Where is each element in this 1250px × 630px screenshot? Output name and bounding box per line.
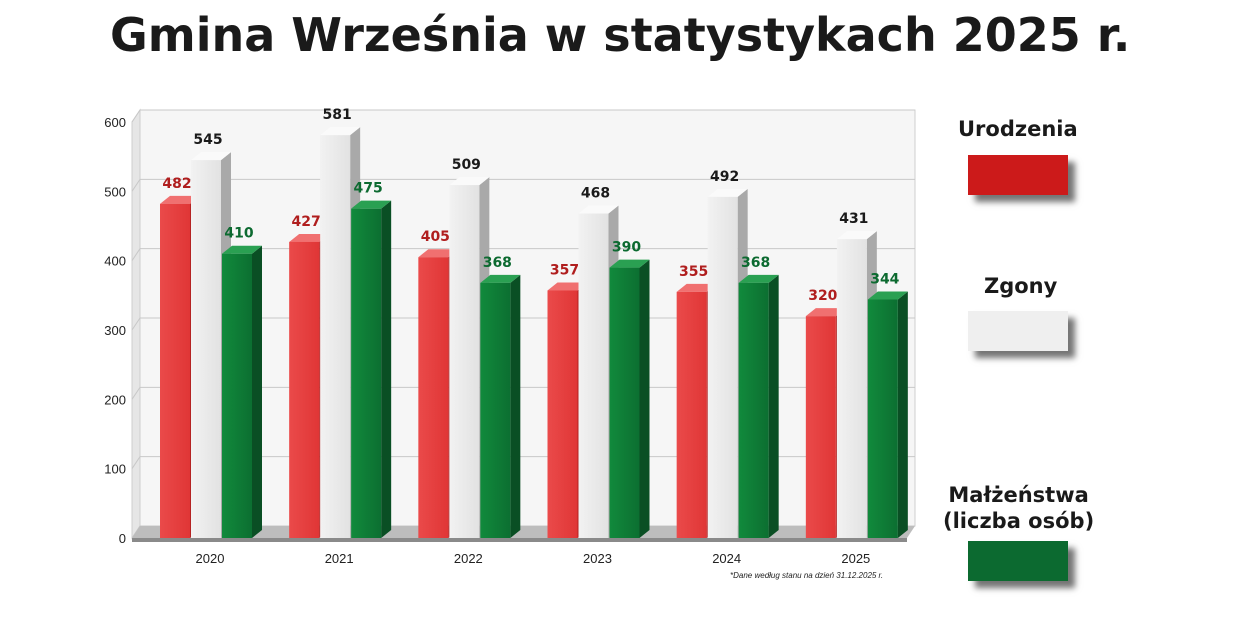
value-label-urodzenia: 427 bbox=[292, 214, 321, 230]
bar-malzenstwa bbox=[609, 267, 640, 538]
bar-side-malzenstwa bbox=[639, 259, 650, 538]
value-label-malzenstwa: 390 bbox=[612, 240, 641, 256]
x-tick-label: 2021 bbox=[325, 551, 354, 566]
y-tick-label: 0 bbox=[119, 531, 126, 546]
value-label-zgony: 581 bbox=[323, 107, 352, 123]
bar-top-urodzenia bbox=[547, 282, 588, 291]
legend-swatch-zgony bbox=[968, 311, 1068, 351]
legend-label-zgony: Zgony bbox=[984, 274, 1058, 298]
bar-top-zgony bbox=[449, 177, 490, 186]
bar-top-zgony bbox=[836, 231, 877, 240]
bar-zgony bbox=[578, 213, 609, 538]
bar-urodzenia bbox=[160, 203, 190, 538]
bar-malzenstwa bbox=[867, 299, 898, 538]
legend-swatch-malzenstwa bbox=[968, 541, 1068, 581]
y-tick-label: 300 bbox=[104, 323, 126, 338]
x-tick-label: 2024 bbox=[712, 551, 741, 566]
gridline bbox=[131, 178, 915, 192]
gridline bbox=[131, 109, 915, 123]
value-label-zgony: 431 bbox=[839, 211, 868, 227]
bar-top-zgony bbox=[578, 205, 619, 214]
bar-top-malzenstwa bbox=[867, 291, 908, 300]
bar-top-malzenstwa bbox=[222, 245, 262, 254]
plot-floor-edge bbox=[132, 538, 907, 542]
value-label-malzenstwa: 368 bbox=[741, 255, 770, 271]
bar-urodzenia bbox=[547, 290, 578, 538]
bar-top-zgony bbox=[191, 152, 231, 161]
gridline bbox=[131, 456, 915, 469]
bar-zgony bbox=[449, 185, 480, 539]
bar-top-zgony bbox=[707, 188, 748, 197]
bar-side-malzenstwa bbox=[768, 274, 779, 538]
value-label-urodzenia: 405 bbox=[421, 229, 450, 245]
bar-side-malzenstwa bbox=[897, 291, 908, 538]
gridline bbox=[131, 317, 915, 331]
bar-chart: 0 100 200 300 400 500 600 482 545 410 2020 427 581 47… bbox=[104, 107, 916, 566]
value-label-urodzenia: 357 bbox=[550, 262, 579, 278]
bar-top-urodzenia bbox=[160, 195, 200, 204]
bar-urodzenia bbox=[805, 316, 836, 538]
chart-title: Gmina Września w statystykach 2025 r. bbox=[110, 8, 1131, 62]
value-label-zgony: 492 bbox=[710, 169, 739, 185]
bar-top-urodzenia bbox=[676, 283, 717, 292]
y-tick-label: 400 bbox=[104, 254, 126, 269]
bar-top-malzenstwa bbox=[480, 274, 521, 283]
value-label-zgony: 545 bbox=[193, 132, 222, 148]
value-label-zgony: 509 bbox=[452, 157, 481, 173]
bar-top-urodzenia bbox=[805, 308, 846, 317]
bar-zgony bbox=[320, 135, 351, 538]
value-label-malzenstwa: 344 bbox=[870, 271, 899, 287]
x-tick-label: 2022 bbox=[454, 551, 483, 566]
bar-side-malzenstwa bbox=[252, 245, 262, 538]
x-tick-label: 2025 bbox=[841, 551, 870, 566]
bar-urodzenia bbox=[418, 257, 449, 538]
bar-side-malzenstwa bbox=[381, 200, 392, 538]
bar-top-urodzenia bbox=[418, 249, 459, 258]
x-tick-label: 2020 bbox=[196, 551, 225, 566]
bar-top-malzenstwa bbox=[738, 274, 779, 283]
value-label-zgony: 468 bbox=[581, 186, 610, 202]
gridline bbox=[131, 386, 915, 400]
value-label-urodzenia: 482 bbox=[162, 176, 191, 192]
value-label-urodzenia: 355 bbox=[679, 264, 708, 280]
bar-zgony bbox=[836, 239, 867, 538]
y-tick-label: 500 bbox=[104, 184, 126, 199]
bar-side-malzenstwa bbox=[510, 274, 521, 538]
data-note: *Dane według stanu na dzień 31.12.2025 r… bbox=[730, 571, 884, 580]
bar-malzenstwa bbox=[351, 208, 382, 538]
bar-zgony bbox=[191, 160, 221, 538]
bar-malzenstwa bbox=[222, 253, 252, 538]
bar-urodzenia bbox=[289, 241, 320, 539]
legend-label-malzenstwa: Małżeństwa (liczba osób) bbox=[943, 482, 1094, 534]
bar-malzenstwa bbox=[480, 282, 511, 538]
value-label-urodzenia: 320 bbox=[808, 288, 837, 304]
bar-top-urodzenia bbox=[289, 233, 330, 242]
legend-label-urodzenia: Urodzenia bbox=[958, 117, 1078, 141]
x-tick-label: 2023 bbox=[583, 551, 612, 566]
bar-top-zgony bbox=[320, 127, 361, 136]
legend-swatch-urodzenia bbox=[968, 155, 1068, 195]
gridline bbox=[131, 248, 915, 261]
y-tick-label: 200 bbox=[104, 392, 126, 407]
value-label-malzenstwa: 368 bbox=[483, 255, 512, 271]
y-tick-label: 100 bbox=[104, 462, 126, 477]
bar-top-malzenstwa bbox=[351, 200, 392, 209]
legend-label-malzenstwa-text: Małżeństwa (liczba osób) bbox=[943, 483, 1095, 533]
bar-malzenstwa bbox=[738, 282, 769, 538]
bar-top-malzenstwa bbox=[609, 259, 650, 268]
y-tick-label: 600 bbox=[104, 115, 126, 130]
bar-zgony bbox=[707, 196, 738, 538]
value-label-malzenstwa: 410 bbox=[224, 226, 253, 242]
bar-urodzenia bbox=[676, 291, 707, 538]
value-label-malzenstwa: 475 bbox=[354, 181, 383, 197]
